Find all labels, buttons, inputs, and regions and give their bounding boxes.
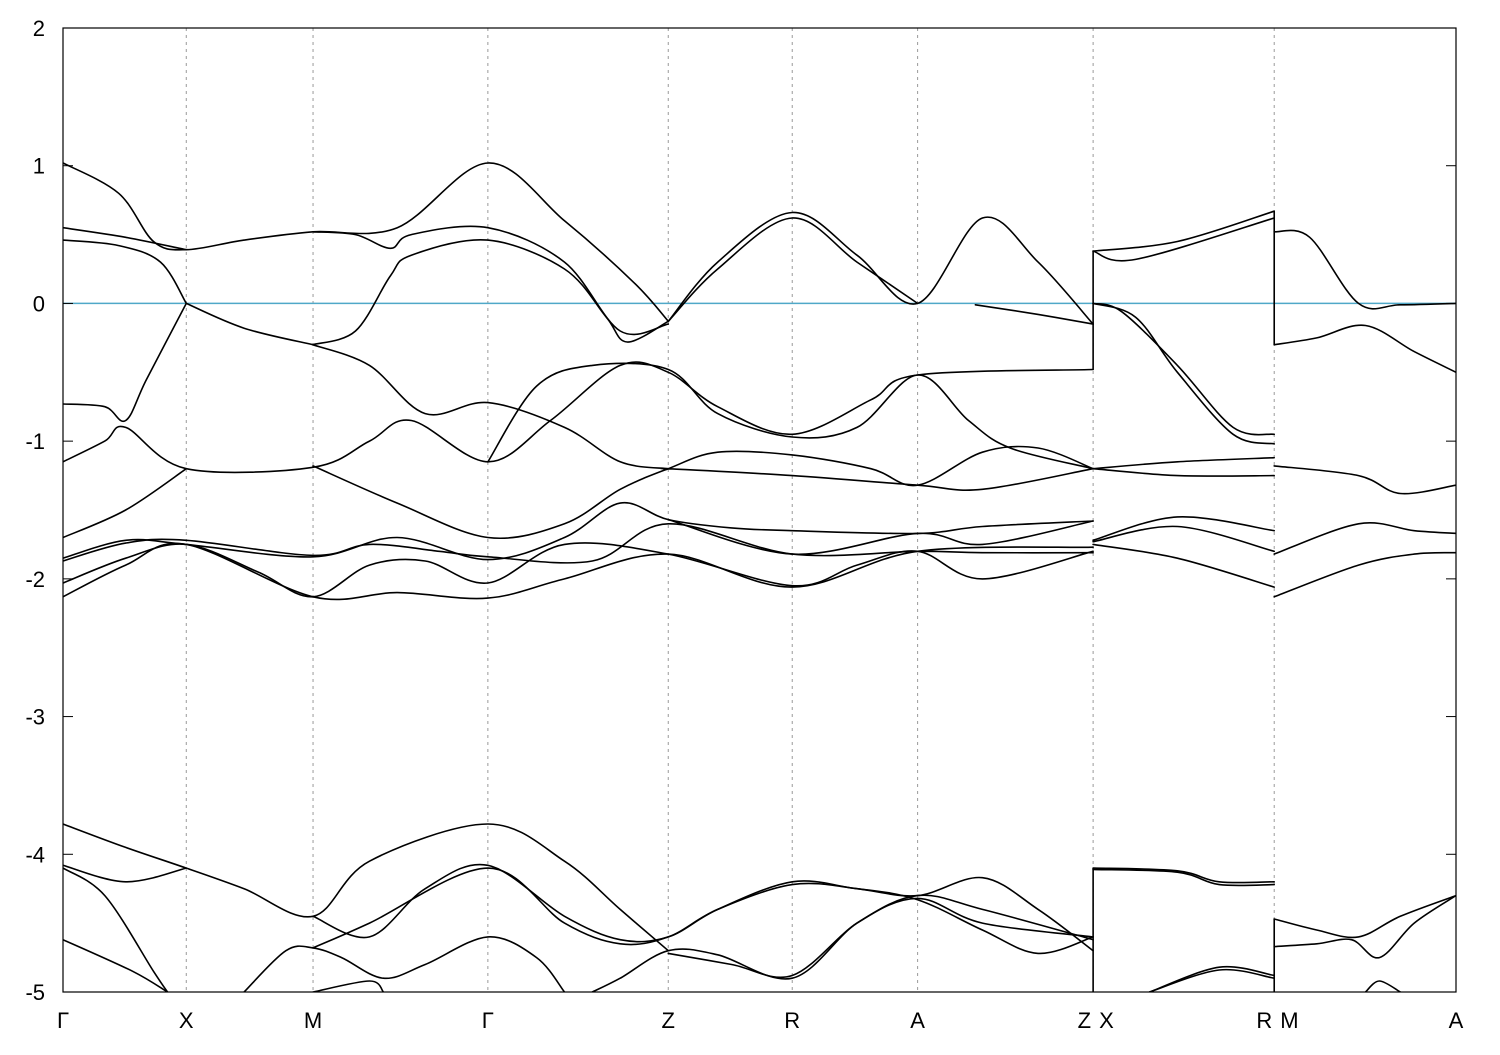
y-tick-label: -5	[25, 980, 45, 1005]
band-line-10	[487, 362, 1094, 470]
band-line-2	[63, 226, 188, 251]
x-tick-label: A	[1449, 1008, 1464, 1033]
band-line-21	[1092, 210, 1275, 252]
x-tick-label: M	[304, 1008, 322, 1033]
band-line-14	[63, 467, 188, 539]
y-tick-label: 0	[33, 291, 45, 316]
band-line-41	[243, 936, 566, 992]
plot-frame	[62, 27, 1457, 993]
x-tick-label: A	[910, 1008, 925, 1033]
band-line-27	[1092, 516, 1275, 542]
frame-layer	[62, 27, 1457, 993]
x-tick-label: Γ	[482, 1008, 494, 1033]
band-line-32	[1273, 465, 1456, 495]
band-line-15	[312, 445, 1094, 540]
band-line-51	[1364, 980, 1402, 992]
y-tick-layer: 2 1 0 -1 -2 -3 -4 -5	[25, 16, 1456, 1005]
band-line-37	[63, 867, 169, 992]
band-line-30	[1273, 229, 1456, 310]
band-line-50	[1273, 894, 1456, 959]
band-line-19	[63, 542, 1094, 601]
x-tick-label: X	[1099, 1008, 1114, 1033]
x-tick-label: X	[179, 1008, 194, 1033]
band-line-23	[1092, 302, 1275, 445]
band-line-8	[63, 302, 188, 423]
band-line-5	[312, 239, 670, 346]
x-tick-label: Z	[1078, 1008, 1091, 1033]
band-line-29	[1092, 543, 1275, 588]
x-tick-label: Γ	[57, 1008, 69, 1033]
band-line-42	[312, 980, 385, 992]
band-line-7	[312, 343, 1094, 491]
band-line-25	[1092, 456, 1275, 470]
x-tick-label: R	[1256, 1008, 1272, 1033]
band-line-45	[1092, 867, 1275, 884]
band-line-20	[667, 518, 1094, 556]
band-line-6	[185, 302, 314, 346]
band-line-26	[1092, 467, 1275, 477]
band-line-40	[312, 867, 1094, 955]
y-tick-label: -2	[25, 567, 45, 592]
band-line-22	[1092, 217, 1275, 262]
band-line-3	[63, 239, 188, 305]
band-line-9	[63, 361, 1094, 474]
band-line-11	[667, 211, 1094, 325]
y-tick-label: 1	[33, 154, 45, 179]
band-line-35	[63, 823, 670, 952]
band-line-46	[1092, 868, 1275, 887]
y-tick-label: 2	[33, 16, 45, 41]
band-line-38	[63, 938, 169, 992]
band-line-24	[1092, 302, 1275, 436]
x-tick-label: M	[1280, 1008, 1298, 1033]
band-line-48	[1148, 968, 1275, 992]
series-layer	[63, 162, 1456, 992]
band-line-12	[667, 217, 919, 323]
x-tick-label: Z	[662, 1008, 675, 1033]
band-line-28	[1092, 525, 1275, 553]
y-tick-label: -1	[25, 429, 45, 454]
band-line-33	[1273, 522, 1456, 555]
band-line-44	[591, 897, 1094, 992]
y-tick-label: -3	[25, 705, 45, 730]
band-line-34	[1273, 551, 1456, 598]
band-line-31	[1273, 324, 1456, 374]
band-line-4	[312, 225, 670, 336]
band-line-18	[63, 542, 1094, 598]
y-tick-label: -4	[25, 842, 45, 867]
band-line-13	[974, 304, 1094, 325]
band-line-49	[1273, 894, 1456, 939]
x-tick-label: R	[784, 1008, 800, 1033]
band-line-36	[63, 864, 188, 883]
